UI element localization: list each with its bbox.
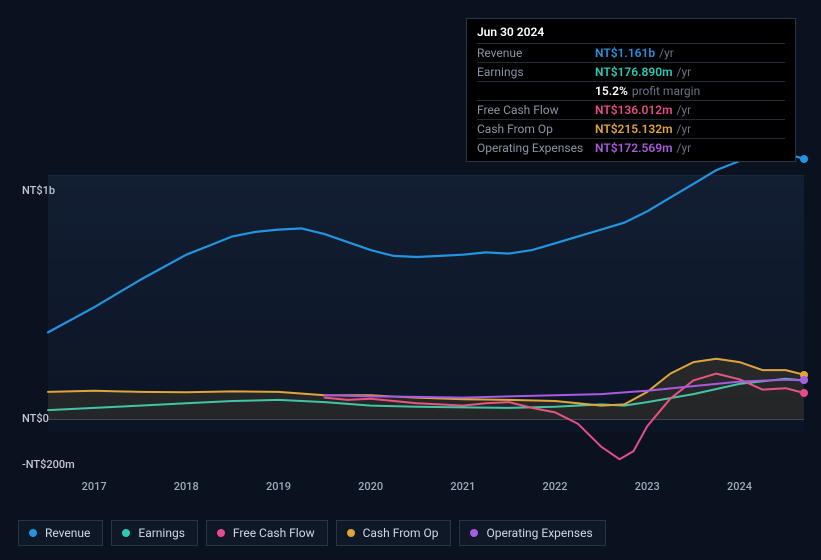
chart-tooltip: Jun 30 2024 RevenueNT$1.161b/yrEarningsN… (466, 18, 796, 162)
tooltip-row-unit: /yr (677, 65, 692, 79)
series-line (48, 154, 804, 333)
x-axis-label: 2021 (450, 480, 475, 493)
y-axis-label: NT$0 (22, 412, 49, 425)
chart-legend: Revenue Earnings Free Cash Flow Cash From O… (18, 520, 606, 546)
x-axis-label: 2022 (543, 480, 568, 493)
x-axis-label: 2020 (358, 480, 383, 493)
series-end-dot (800, 155, 808, 163)
chart-lines (48, 135, 804, 475)
tooltip-row-value: NT$136.012m (595, 103, 673, 117)
legend-label: Revenue (45, 526, 90, 540)
series-end-dot (800, 389, 808, 397)
legend-dot-icon (122, 529, 130, 537)
financials-chart[interactable]: NT$1bNT$0-NT$200m 2017201820192020202120… (18, 160, 808, 475)
legend-item[interactable]: Earnings (111, 520, 198, 546)
tooltip-row-label: Operating Expenses (477, 141, 595, 155)
tooltip-row: Free Cash FlowNT$136.012m/yr (477, 100, 785, 119)
tooltip-row-value: NT$176.890m (595, 65, 673, 79)
legend-item[interactable]: Operating Expenses (459, 520, 605, 546)
tooltip-row: RevenueNT$1.161b/yr (477, 43, 785, 62)
legend-item[interactable]: Free Cash Flow (206, 520, 328, 546)
tooltip-subrow: 15.2% profit margin (477, 81, 785, 100)
legend-label: Operating Expenses (486, 526, 592, 540)
tooltip-row-label: Revenue (477, 46, 595, 60)
tooltip-row-unit: /yr (677, 122, 692, 136)
legend-item[interactable]: Revenue (18, 520, 103, 546)
series-end-dot (800, 376, 808, 384)
tooltip-row-unit: /yr (677, 103, 692, 117)
x-axis-label: 2017 (82, 480, 107, 493)
legend-item[interactable]: Cash From Op (336, 520, 452, 546)
tooltip-row-label: Cash From Op (477, 122, 595, 136)
x-axis-label: 2023 (635, 480, 660, 493)
tooltip-row: Cash From OpNT$215.132m/yr (477, 119, 785, 138)
tooltip-row-value: NT$1.161b (595, 46, 655, 60)
legend-dot-icon (347, 529, 355, 537)
x-axis-label: 2018 (174, 480, 199, 493)
legend-label: Earnings (138, 526, 185, 540)
series-area (48, 359, 804, 420)
tooltip-row-unit: /yr (659, 46, 674, 60)
tooltip-row: Operating ExpensesNT$172.569m/yr (477, 138, 785, 157)
x-axis-label: 2019 (266, 480, 291, 493)
tooltip-row-unit: /yr (677, 141, 692, 155)
legend-label: Free Cash Flow (233, 526, 315, 540)
tooltip-row-value: NT$172.569m (595, 141, 673, 155)
tooltip-pct-suffix: profit margin (632, 84, 700, 98)
legend-dot-icon (29, 529, 37, 537)
tooltip-row-label: Earnings (477, 65, 595, 79)
tooltip-row: EarningsNT$176.890m/yr (477, 62, 785, 81)
tooltip-pct: 15.2% (595, 84, 628, 98)
legend-label: Cash From Op (363, 526, 439, 540)
tooltip-row-value: NT$215.132m (595, 122, 673, 136)
tooltip-row-label: Free Cash Flow (477, 103, 595, 117)
x-axis-label: 2024 (727, 480, 752, 493)
legend-dot-icon (470, 529, 478, 537)
legend-dot-icon (217, 529, 225, 537)
tooltip-date: Jun 30 2024 (477, 25, 785, 43)
